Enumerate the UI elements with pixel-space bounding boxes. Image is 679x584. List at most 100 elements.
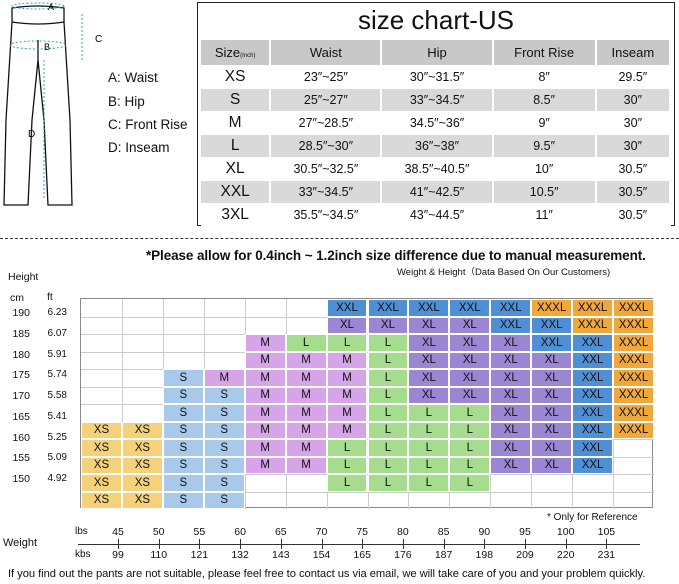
size-cell: M [285,404,327,422]
header-inseam: Inseam [595,40,672,65]
size-cell: XL [531,456,573,474]
size-cell: XXL [572,369,614,387]
header-hip: Hip [381,40,494,65]
size-cell: S [203,421,245,439]
size-cell: XXL [490,299,532,317]
cell-waist: 27″~28.5″ [270,110,383,134]
size-row: XXL 33″~34.5″ 41″~42.5″ 10.5″ 30.5″ [201,179,672,203]
ft-tick: 5.09 [47,452,67,464]
cell-front-rise: 10″ [492,156,597,180]
letter-d: D [28,129,35,140]
ft-tick: 5.91 [47,348,67,360]
size-cell: XL [408,369,450,387]
cm-tick: 190 [12,307,30,319]
reference-note: * Only for Reference [547,512,638,523]
kbs-tick: 198 [475,549,494,561]
size-cell: L [367,386,409,404]
size-cell: S [203,474,245,492]
size-row: S 25″~27″ 33″~34.5″ 8.5″ 30″ [201,87,672,111]
size-cell: XXL [531,316,573,334]
size-cell: XXL [572,456,614,474]
tick-mark [240,539,242,549]
kbs-tick: 121 [190,549,209,561]
legend-hip: B: Hip [108,94,145,109]
size-cell: XXXL [613,316,654,334]
size-cell: L [449,439,491,457]
cell-waist: 30.5″~32.5″ [270,156,383,180]
size-cell: XXXL [572,316,614,334]
size-cell: S [162,369,204,387]
size-cell: XL [531,439,573,457]
size-cell: L [449,456,491,474]
legend-inseam: D: Inseam [108,140,170,155]
size-cell: L [367,474,409,492]
legend-front-rise: C: Front Rise [108,117,188,132]
cell-front-rise: 10.5″ [492,179,597,203]
ft-tick: 4.92 [47,473,67,485]
cm-tick: 175 [12,369,30,382]
ft-tick: 6.23 [47,307,67,318]
size-cell: XL [531,404,573,422]
size-cell: XXL [449,299,491,317]
size-cell: XXXL [531,299,573,317]
size-cell: M [326,386,368,404]
size-cell: XS [121,491,163,509]
size-cell: L [449,404,491,422]
size-cell: XL [408,334,450,352]
lbs-tick: 70 [315,526,328,538]
header-front-rise: Front Rise [492,40,597,65]
tick-mark [362,539,364,549]
cell-inseam: 30″ [595,133,672,157]
cell-size: L [201,133,272,157]
size-cell: S [162,421,204,439]
lbs-label: lbs [75,526,88,537]
letter-c: C [95,34,102,45]
size-cell: XS [81,474,122,492]
kbs-tick: 99 [112,549,124,561]
size-cell: M [203,369,245,387]
cell-hip: 38.5″~40.5″ [381,156,494,180]
cell-hip: 30″~31.5″ [381,64,494,88]
size-cell: S [203,386,245,404]
size-cell: L [326,456,368,474]
weight-height-note: Weight & Height（Data Based On Our Custom… [397,267,611,278]
size-cell: S [203,439,245,457]
size-grid: XXL XXL XXL XXL XXL XXXL XXXL XXXL XL XL XL XL XXL XX… [80,298,654,509]
size-cell: M [244,369,286,387]
header-size: Size(Inch) [201,40,272,65]
cm-tick: 165 [12,410,30,423]
cell-size: M [201,110,272,134]
size-cell: XL [449,334,491,352]
size-cell: XS [121,474,163,492]
size-cell: XXL [572,404,614,422]
size-cell: XL [490,421,532,439]
cell-inseam: 30″ [595,110,672,134]
size-cell: L [326,474,368,492]
lbs-tick: 60 [234,526,246,538]
size-cell: XL [490,456,532,474]
size-cell: XL [408,386,450,404]
cell-hip: 34.5″~36″ [381,110,494,134]
size-cell: L [367,439,409,457]
kbs-tick: 110 [150,549,168,561]
size-cell: XS [121,456,163,474]
size-cell: XXL [490,316,532,334]
size-cell: M [244,351,286,369]
size-cell: XS [81,456,122,474]
size-chart: size chart-US Size(Inch) Waist Hip Front… [197,2,675,226]
size-cell: M [244,404,286,422]
cell-front-rise: 8″ [492,64,597,88]
cell-waist: 25″~27″ [270,87,383,111]
footer-note: If you find out the pants are not suitab… [8,568,646,580]
size-cell: M [285,456,327,474]
size-row: M 27″~28.5″ 34.5″~36″ 9″ 30″ [201,110,672,134]
size-cell: XXXL [572,299,614,317]
size-cell: S [203,491,245,509]
lbs-tick: 85 [437,526,450,538]
size-cell: L [449,474,491,492]
height-label: Height [8,271,39,283]
size-cell: M [244,456,286,474]
cell-size: XS [201,64,272,88]
kbs-tick: 143 [272,549,290,561]
size-chart-title: size chart-US [357,5,515,35]
